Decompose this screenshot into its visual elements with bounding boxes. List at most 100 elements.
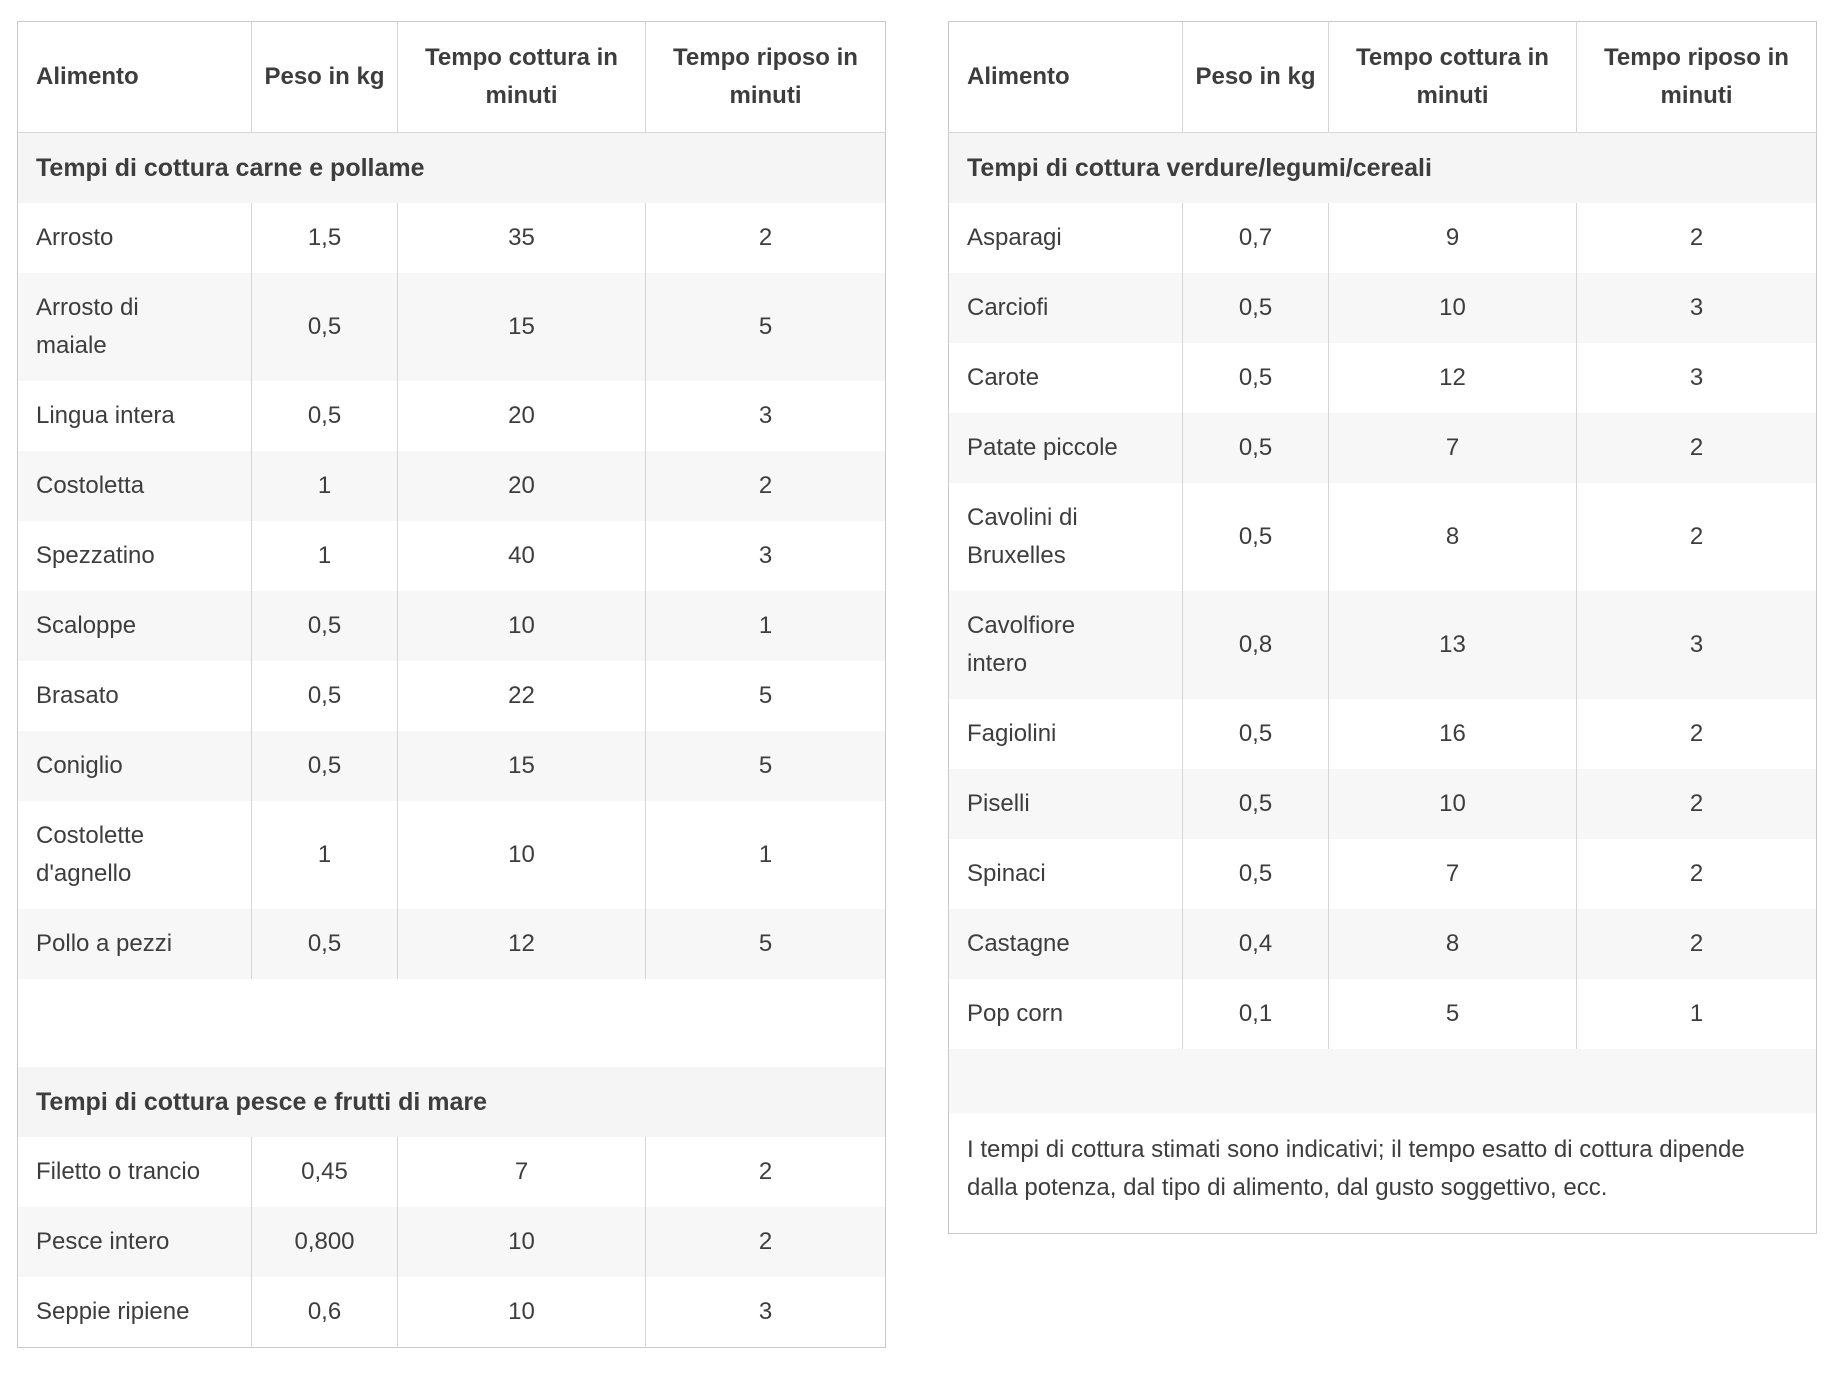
cell-alimento: Lingua intera bbox=[17, 381, 252, 451]
table-row: Spezzatino 1 40 3 bbox=[17, 521, 886, 591]
cell-alimento: Castagne bbox=[948, 909, 1183, 979]
table-row: Pop corn 0,1 5 1 bbox=[948, 979, 1817, 1049]
cell-peso: 1 bbox=[251, 801, 398, 909]
column-header-tempo-cottura: Tempo cottura in minuti bbox=[1328, 21, 1577, 133]
cell-alimento: Scaloppe bbox=[17, 591, 252, 661]
cell-riposo: 5 bbox=[645, 273, 886, 381]
table-row: Fagiolini 0,5 16 2 bbox=[948, 699, 1817, 769]
table-row: Brasato 0,5 22 5 bbox=[17, 661, 886, 731]
section-row-pesce: Tempi di cottura pesce e frutti di mare bbox=[17, 1067, 886, 1137]
cell-cottura: 35 bbox=[397, 203, 646, 273]
cell-alimento: Costoletta bbox=[17, 451, 252, 521]
cell-peso: 0,5 bbox=[1182, 273, 1329, 343]
cell-cottura: 20 bbox=[397, 381, 646, 451]
cell-riposo: 1 bbox=[1576, 979, 1817, 1049]
header-row: Alimento Peso in kg Tempo cottura in min… bbox=[948, 21, 1817, 133]
cell-riposo: 3 bbox=[1576, 591, 1817, 699]
cell-cottura: 13 bbox=[1328, 591, 1577, 699]
cell-alimento: Pesce intero bbox=[17, 1207, 252, 1277]
cell-riposo: 3 bbox=[1576, 273, 1817, 343]
cell-alimento: Coniglio bbox=[17, 731, 252, 801]
cell-peso: 0,5 bbox=[1182, 343, 1329, 413]
cell-peso: 0,5 bbox=[251, 381, 398, 451]
cell-alimento: Arrosto di maiale bbox=[17, 273, 252, 381]
column-header-alimento: Alimento bbox=[948, 21, 1183, 133]
column-header-tempo-cottura: Tempo cottura in minuti bbox=[397, 21, 646, 133]
cell-cottura: 5 bbox=[1328, 979, 1577, 1049]
cell-cottura: 10 bbox=[1328, 769, 1577, 839]
column-header-tempo-riposo: Tempo riposo in minuti bbox=[645, 21, 886, 133]
cell-peso: 1 bbox=[251, 521, 398, 591]
cell-alimento: Piselli bbox=[948, 769, 1183, 839]
cooking-times-disclaimer: I tempi di cottura stimati sono indicati… bbox=[948, 1113, 1817, 1234]
table-row: Carciofi 0,5 10 3 bbox=[948, 273, 1817, 343]
cell-peso: 0,5 bbox=[251, 731, 398, 801]
table-row: Cavolfiore intero 0,8 13 3 bbox=[948, 591, 1817, 699]
cell-cottura: 40 bbox=[397, 521, 646, 591]
cell-cottura: 7 bbox=[397, 1137, 646, 1207]
cell-peso: 0,5 bbox=[1182, 413, 1329, 483]
header-row: Alimento Peso in kg Tempo cottura in min… bbox=[17, 21, 886, 133]
cell-peso: 1 bbox=[251, 451, 398, 521]
cell-riposo: 2 bbox=[1576, 769, 1817, 839]
cell-peso: 0,5 bbox=[1182, 839, 1329, 909]
cell-cottura: 15 bbox=[397, 731, 646, 801]
cell-cottura: 8 bbox=[1328, 483, 1577, 591]
cell-alimento: Carote bbox=[948, 343, 1183, 413]
cell-cottura: 22 bbox=[397, 661, 646, 731]
cell-riposo: 3 bbox=[645, 381, 886, 451]
cell-peso: 0,1 bbox=[1182, 979, 1329, 1049]
table-row: Asparagi 0,7 9 2 bbox=[948, 203, 1817, 273]
cell-peso: 0,4 bbox=[1182, 909, 1329, 979]
table-row: Arrosto di maiale 0,5 15 5 bbox=[17, 273, 886, 381]
section-row-carne: Tempi di cottura carne e pollame bbox=[17, 132, 886, 203]
column-header-peso: Peso in kg bbox=[1182, 21, 1329, 133]
cell-cottura: 10 bbox=[397, 1277, 646, 1348]
column-header-alimento: Alimento bbox=[17, 21, 252, 133]
cell-alimento: Asparagi bbox=[948, 203, 1183, 273]
cell-peso: 0,5 bbox=[251, 591, 398, 661]
cell-cottura: 10 bbox=[397, 1207, 646, 1277]
table-row: Costolette d'agnello 1 10 1 bbox=[17, 801, 886, 909]
cell-alimento: Pollo a pezzi bbox=[17, 909, 252, 979]
cell-alimento: Cavolini di Bruxelles bbox=[948, 483, 1183, 591]
cell-peso: 0,6 bbox=[251, 1277, 398, 1348]
cell-cottura: 7 bbox=[1328, 413, 1577, 483]
cell-riposo: 2 bbox=[1576, 413, 1817, 483]
cell-alimento: Patate piccole bbox=[948, 413, 1183, 483]
cell-riposo: 2 bbox=[645, 203, 886, 273]
cell-alimento: Brasato bbox=[17, 661, 252, 731]
cell-cottura: 8 bbox=[1328, 909, 1577, 979]
table-row: Scaloppe 0,5 10 1 bbox=[17, 591, 886, 661]
cell-peso: 0,5 bbox=[1182, 699, 1329, 769]
table-row: Filetto o trancio 0,45 7 2 bbox=[17, 1137, 886, 1207]
table-carne-e-pesce: Alimento Peso in kg Tempo cottura in min… bbox=[17, 21, 886, 1348]
spacer-cell bbox=[17, 979, 886, 1067]
cell-alimento: Fagiolini bbox=[948, 699, 1183, 769]
cell-riposo: 2 bbox=[645, 451, 886, 521]
table-row: Seppie ripiene 0,6 10 3 bbox=[17, 1277, 886, 1348]
cell-alimento: Pop corn bbox=[948, 979, 1183, 1049]
section-title: Tempi di cottura verdure/legumi/cereali bbox=[948, 132, 1817, 203]
section-row-verdure: Tempi di cottura verdure/legumi/cereali bbox=[948, 132, 1817, 203]
cell-riposo: 5 bbox=[645, 731, 886, 801]
cell-alimento: Costolette d'agnello bbox=[17, 801, 252, 909]
cell-alimento: Seppie ripiene bbox=[17, 1277, 252, 1348]
cell-riposo: 2 bbox=[645, 1207, 886, 1277]
cell-peso: 0,5 bbox=[251, 661, 398, 731]
cell-cottura: 15 bbox=[397, 273, 646, 381]
cell-riposo: 5 bbox=[645, 661, 886, 731]
table-row: Arrosto 1,5 35 2 bbox=[17, 203, 886, 273]
table-row: Pesce intero 0,800 10 2 bbox=[17, 1207, 886, 1277]
cell-alimento: Cavolfiore intero bbox=[948, 591, 1183, 699]
table-verdure: Alimento Peso in kg Tempo cottura in min… bbox=[948, 21, 1817, 1234]
cell-alimento: Filetto o trancio bbox=[17, 1137, 252, 1207]
cell-riposo: 1 bbox=[645, 801, 886, 909]
table-row: Cavolini di Bruxelles 0,5 8 2 bbox=[948, 483, 1817, 591]
cell-peso: 0,5 bbox=[251, 909, 398, 979]
cell-cottura: 10 bbox=[397, 801, 646, 909]
cell-riposo: 1 bbox=[645, 591, 886, 661]
cell-peso: 0,45 bbox=[251, 1137, 398, 1207]
cell-peso: 0,5 bbox=[1182, 769, 1329, 839]
cell-riposo: 3 bbox=[645, 1277, 886, 1348]
